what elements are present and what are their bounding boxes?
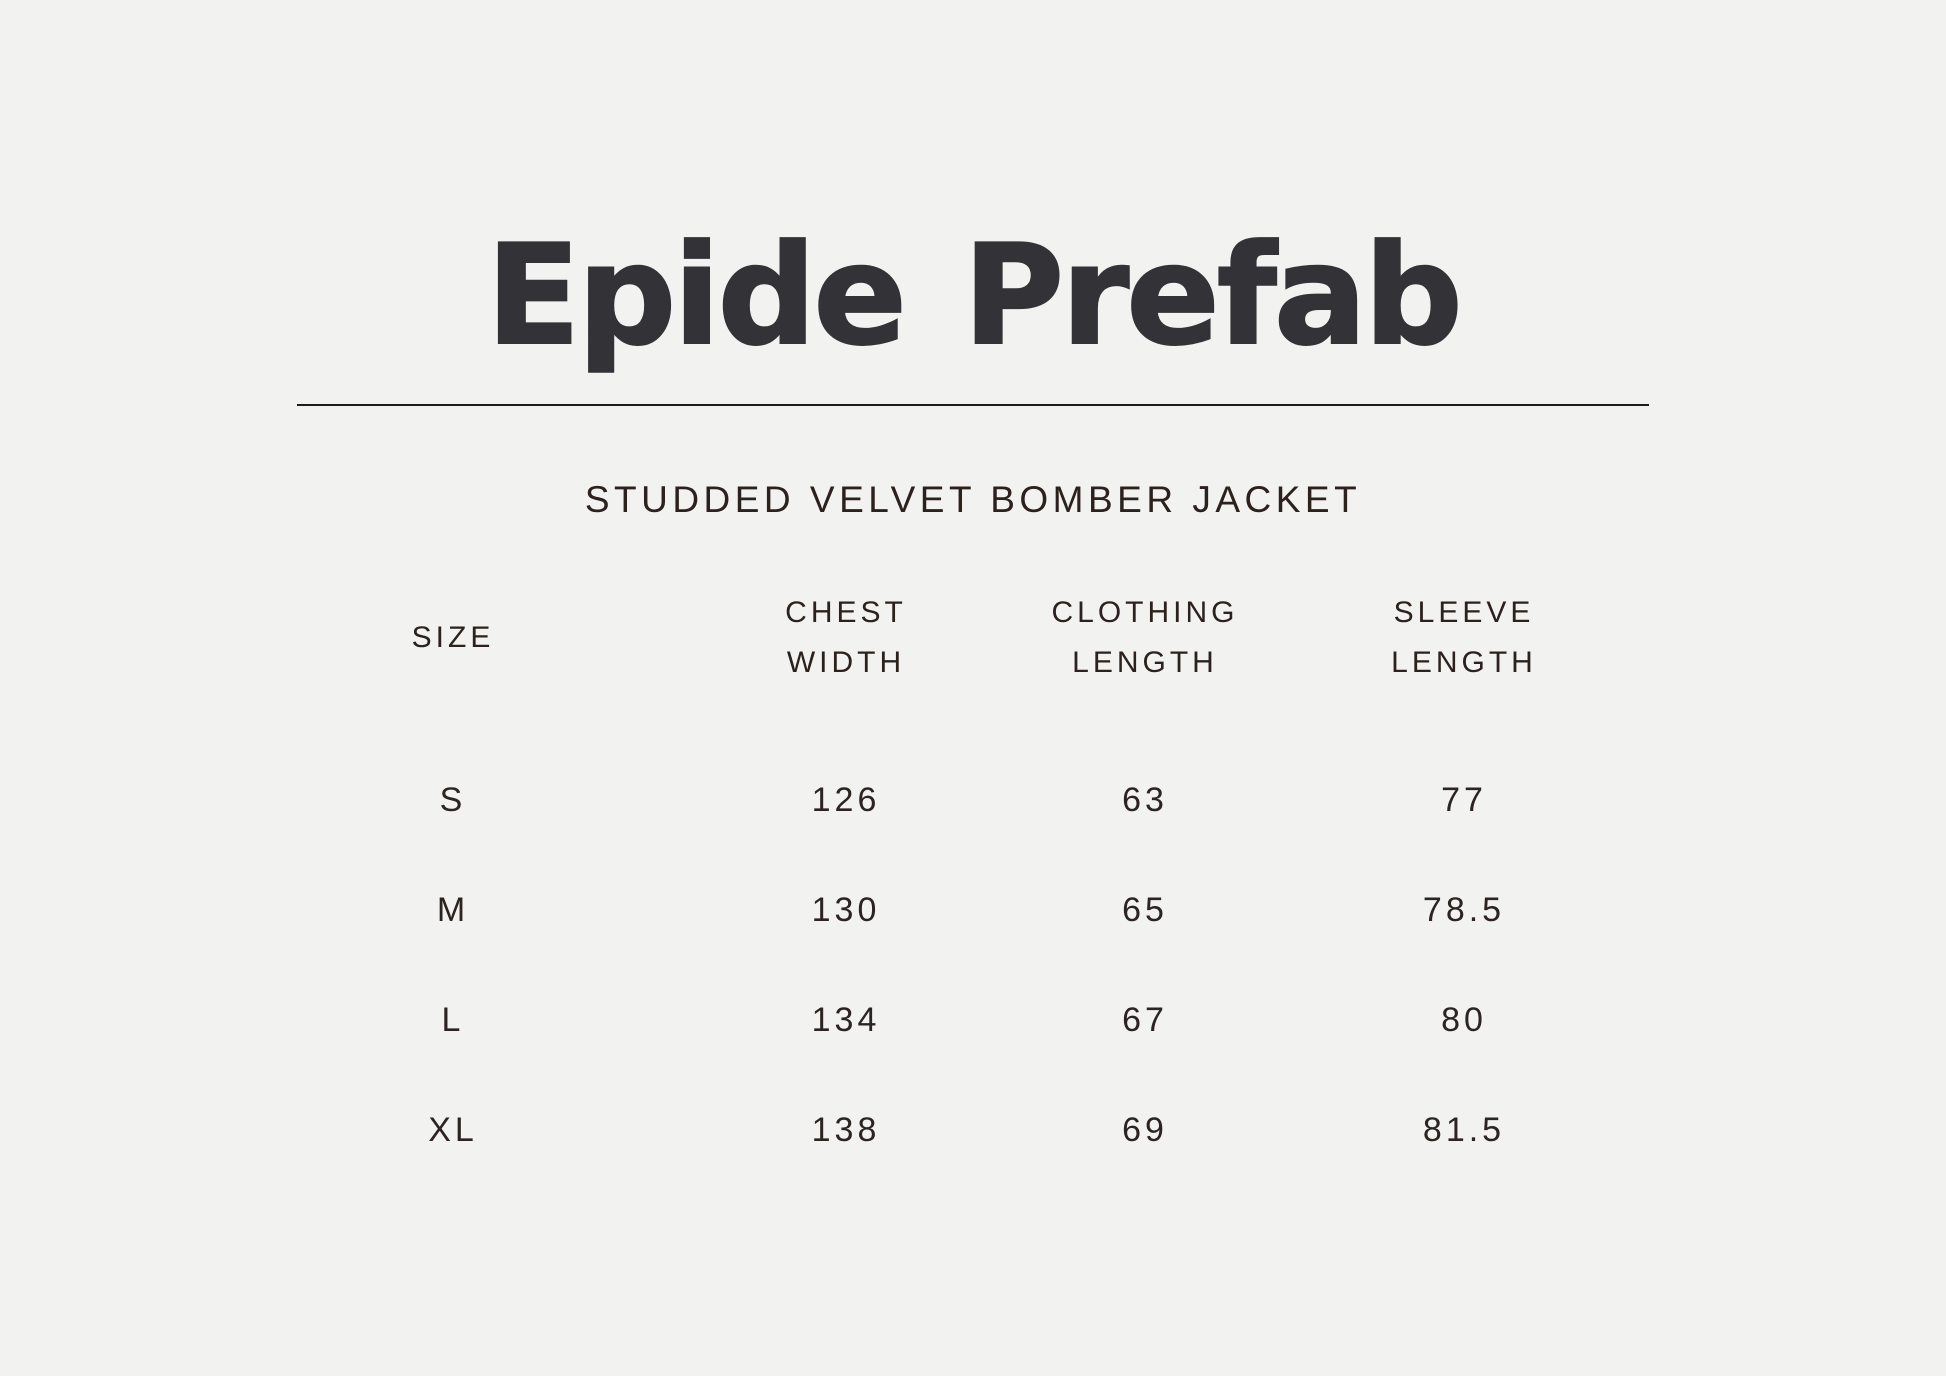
- clothing-length-m: 65: [1122, 890, 1168, 929]
- size-cell-l: L: [441, 1000, 465, 1039]
- product-name: STUDDED VELVET BOMBER JACKET: [584, 479, 1362, 520]
- sleeve-length-l: 80: [1441, 1000, 1487, 1039]
- size-cell-xl: XL: [428, 1110, 478, 1149]
- chest-width-xl: 138: [811, 1110, 881, 1149]
- chest-width-s: 126: [811, 780, 881, 819]
- sleeve-length-xl: 81.5: [1422, 1110, 1506, 1149]
- size-cell-s: S: [439, 780, 467, 819]
- size-chart-table: SIZE S M L XL CHEST WIDTH 126 130 134 13…: [0, 560, 1946, 1190]
- clothing-length-column: CLOTHING LENGTH 63 65 67 69: [985, 560, 1305, 1185]
- sleeve-length-m: 78.5: [1422, 890, 1506, 929]
- chest-width-l: 134: [811, 1000, 881, 1039]
- header-line: SLEEVE: [1393, 595, 1535, 629]
- header-line: SIZE: [411, 620, 495, 654]
- header-row-gap: [1304, 715, 1624, 745]
- chest-width-m: 130: [811, 890, 881, 929]
- brand-title: Epide Prefab: [485, 214, 1464, 377]
- size-column: SIZE S M L XL: [293, 560, 613, 1185]
- clothing-length-l: 67: [1122, 1000, 1168, 1039]
- clothing-length-s: 63: [1122, 780, 1168, 819]
- column-header-clothing-length: CLOTHING LENGTH: [985, 560, 1305, 715]
- header-line: LENGTH: [1391, 645, 1537, 679]
- divider-line: [297, 404, 1649, 406]
- size-cell-m: M: [436, 890, 470, 929]
- header-row-gap: [985, 715, 1305, 745]
- header-line: WIDTH: [786, 645, 906, 679]
- column-header-sleeve-length: SLEEVE LENGTH: [1304, 560, 1624, 715]
- sleeve-length-s: 77: [1441, 780, 1487, 819]
- header-row-gap: [686, 715, 1006, 745]
- header-line: CHEST: [785, 595, 907, 629]
- column-header-size: SIZE: [293, 560, 613, 715]
- column-header-chest-width: CHEST WIDTH: [686, 560, 1006, 715]
- sleeve-length-column: SLEEVE LENGTH 77 78.5 80 81.5: [1304, 560, 1624, 1185]
- clothing-length-xl: 69: [1122, 1110, 1168, 1149]
- header-row-gap: [293, 715, 613, 745]
- header-line: CLOTHING: [1051, 595, 1239, 629]
- chest-width-column: CHEST WIDTH 126 130 134 138: [686, 560, 1006, 1185]
- header-line: LENGTH: [1072, 645, 1218, 679]
